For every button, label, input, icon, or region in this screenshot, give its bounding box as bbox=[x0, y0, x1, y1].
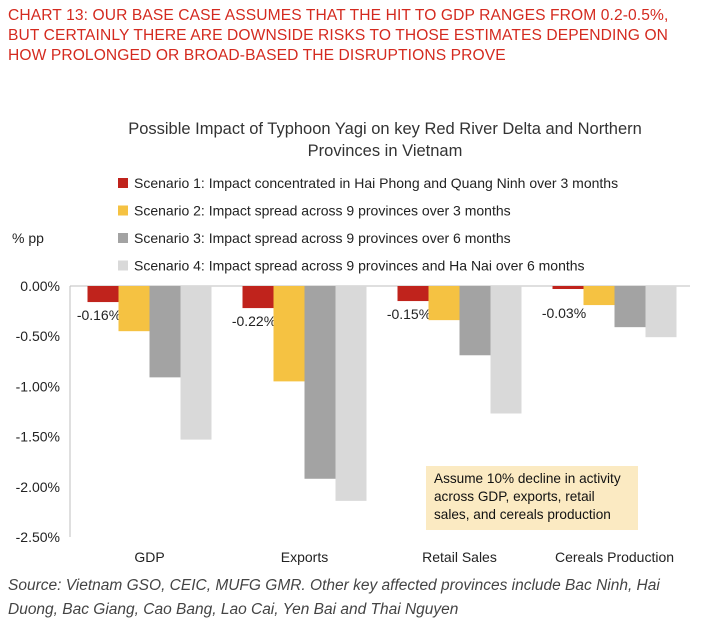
y-axis-label: % pp bbox=[12, 230, 44, 246]
y-tick-label: -1.50% bbox=[16, 429, 60, 445]
bar-s3-retail-sales bbox=[459, 286, 491, 356]
bar-s2-retail-sales bbox=[428, 286, 460, 321]
bar-s4-cereals-production bbox=[645, 286, 677, 338]
x-tick-label: Retail Sales bbox=[422, 549, 497, 565]
y-tick-label: -2.50% bbox=[16, 529, 60, 545]
x-tick-label: Exports bbox=[281, 549, 328, 565]
legend-swatch bbox=[118, 260, 128, 271]
y-tick-label: 0.00% bbox=[20, 278, 60, 294]
legend-label: Scenario 1: Impact concentrated in Hai P… bbox=[134, 175, 618, 191]
x-tick-label: GDP bbox=[134, 549, 164, 565]
data-label: -0.03% bbox=[542, 305, 586, 321]
legend-swatch bbox=[118, 178, 128, 188]
bar-s2-cereals-production bbox=[583, 286, 615, 306]
assumption-note: Assume 10% decline in activity across GD… bbox=[426, 466, 638, 530]
bar-s4-gdp bbox=[180, 286, 212, 440]
bar-s2-exports bbox=[273, 286, 305, 382]
y-tick-label: -2.00% bbox=[16, 479, 60, 495]
bar-s2-gdp bbox=[118, 286, 150, 332]
source-note: Source: Vietnam GSO, CEIC, MUFG GMR. Oth… bbox=[8, 577, 660, 618]
chart-header: CHART 13: OUR BASE CASE ASSUMES THAT THE… bbox=[8, 7, 669, 64]
bar-s1-exports bbox=[242, 286, 274, 309]
bar-s1-cereals-production bbox=[552, 286, 584, 290]
legend-swatch bbox=[118, 233, 128, 243]
y-tick-label: -0.50% bbox=[16, 328, 60, 344]
legend-label: Scenario 3: Impact spread across 9 provi… bbox=[134, 230, 511, 246]
bar-s3-cereals-production bbox=[614, 286, 646, 328]
data-label: -0.15% bbox=[387, 306, 431, 322]
legend-label: Scenario 4: Impact spread across 9 provi… bbox=[134, 258, 585, 274]
legend-swatch bbox=[118, 205, 128, 216]
y-tick-label: -1.00% bbox=[16, 378, 60, 394]
bar-s1-gdp bbox=[87, 286, 119, 303]
chart-title: Possible Impact of Typhoon Yagi on key R… bbox=[128, 120, 642, 160]
data-label: -0.16% bbox=[77, 307, 121, 323]
bar-s4-retail-sales bbox=[490, 286, 522, 414]
data-label: -0.22% bbox=[232, 313, 276, 329]
bar-s3-gdp bbox=[149, 286, 181, 378]
bar-s3-exports bbox=[304, 286, 336, 479]
x-tick-label: Cereals Production bbox=[555, 549, 674, 565]
bar-s4-exports bbox=[335, 286, 367, 501]
legend-label: Scenario 2: Impact spread across 9 provi… bbox=[134, 203, 511, 219]
bar-s1-retail-sales bbox=[397, 286, 429, 302]
